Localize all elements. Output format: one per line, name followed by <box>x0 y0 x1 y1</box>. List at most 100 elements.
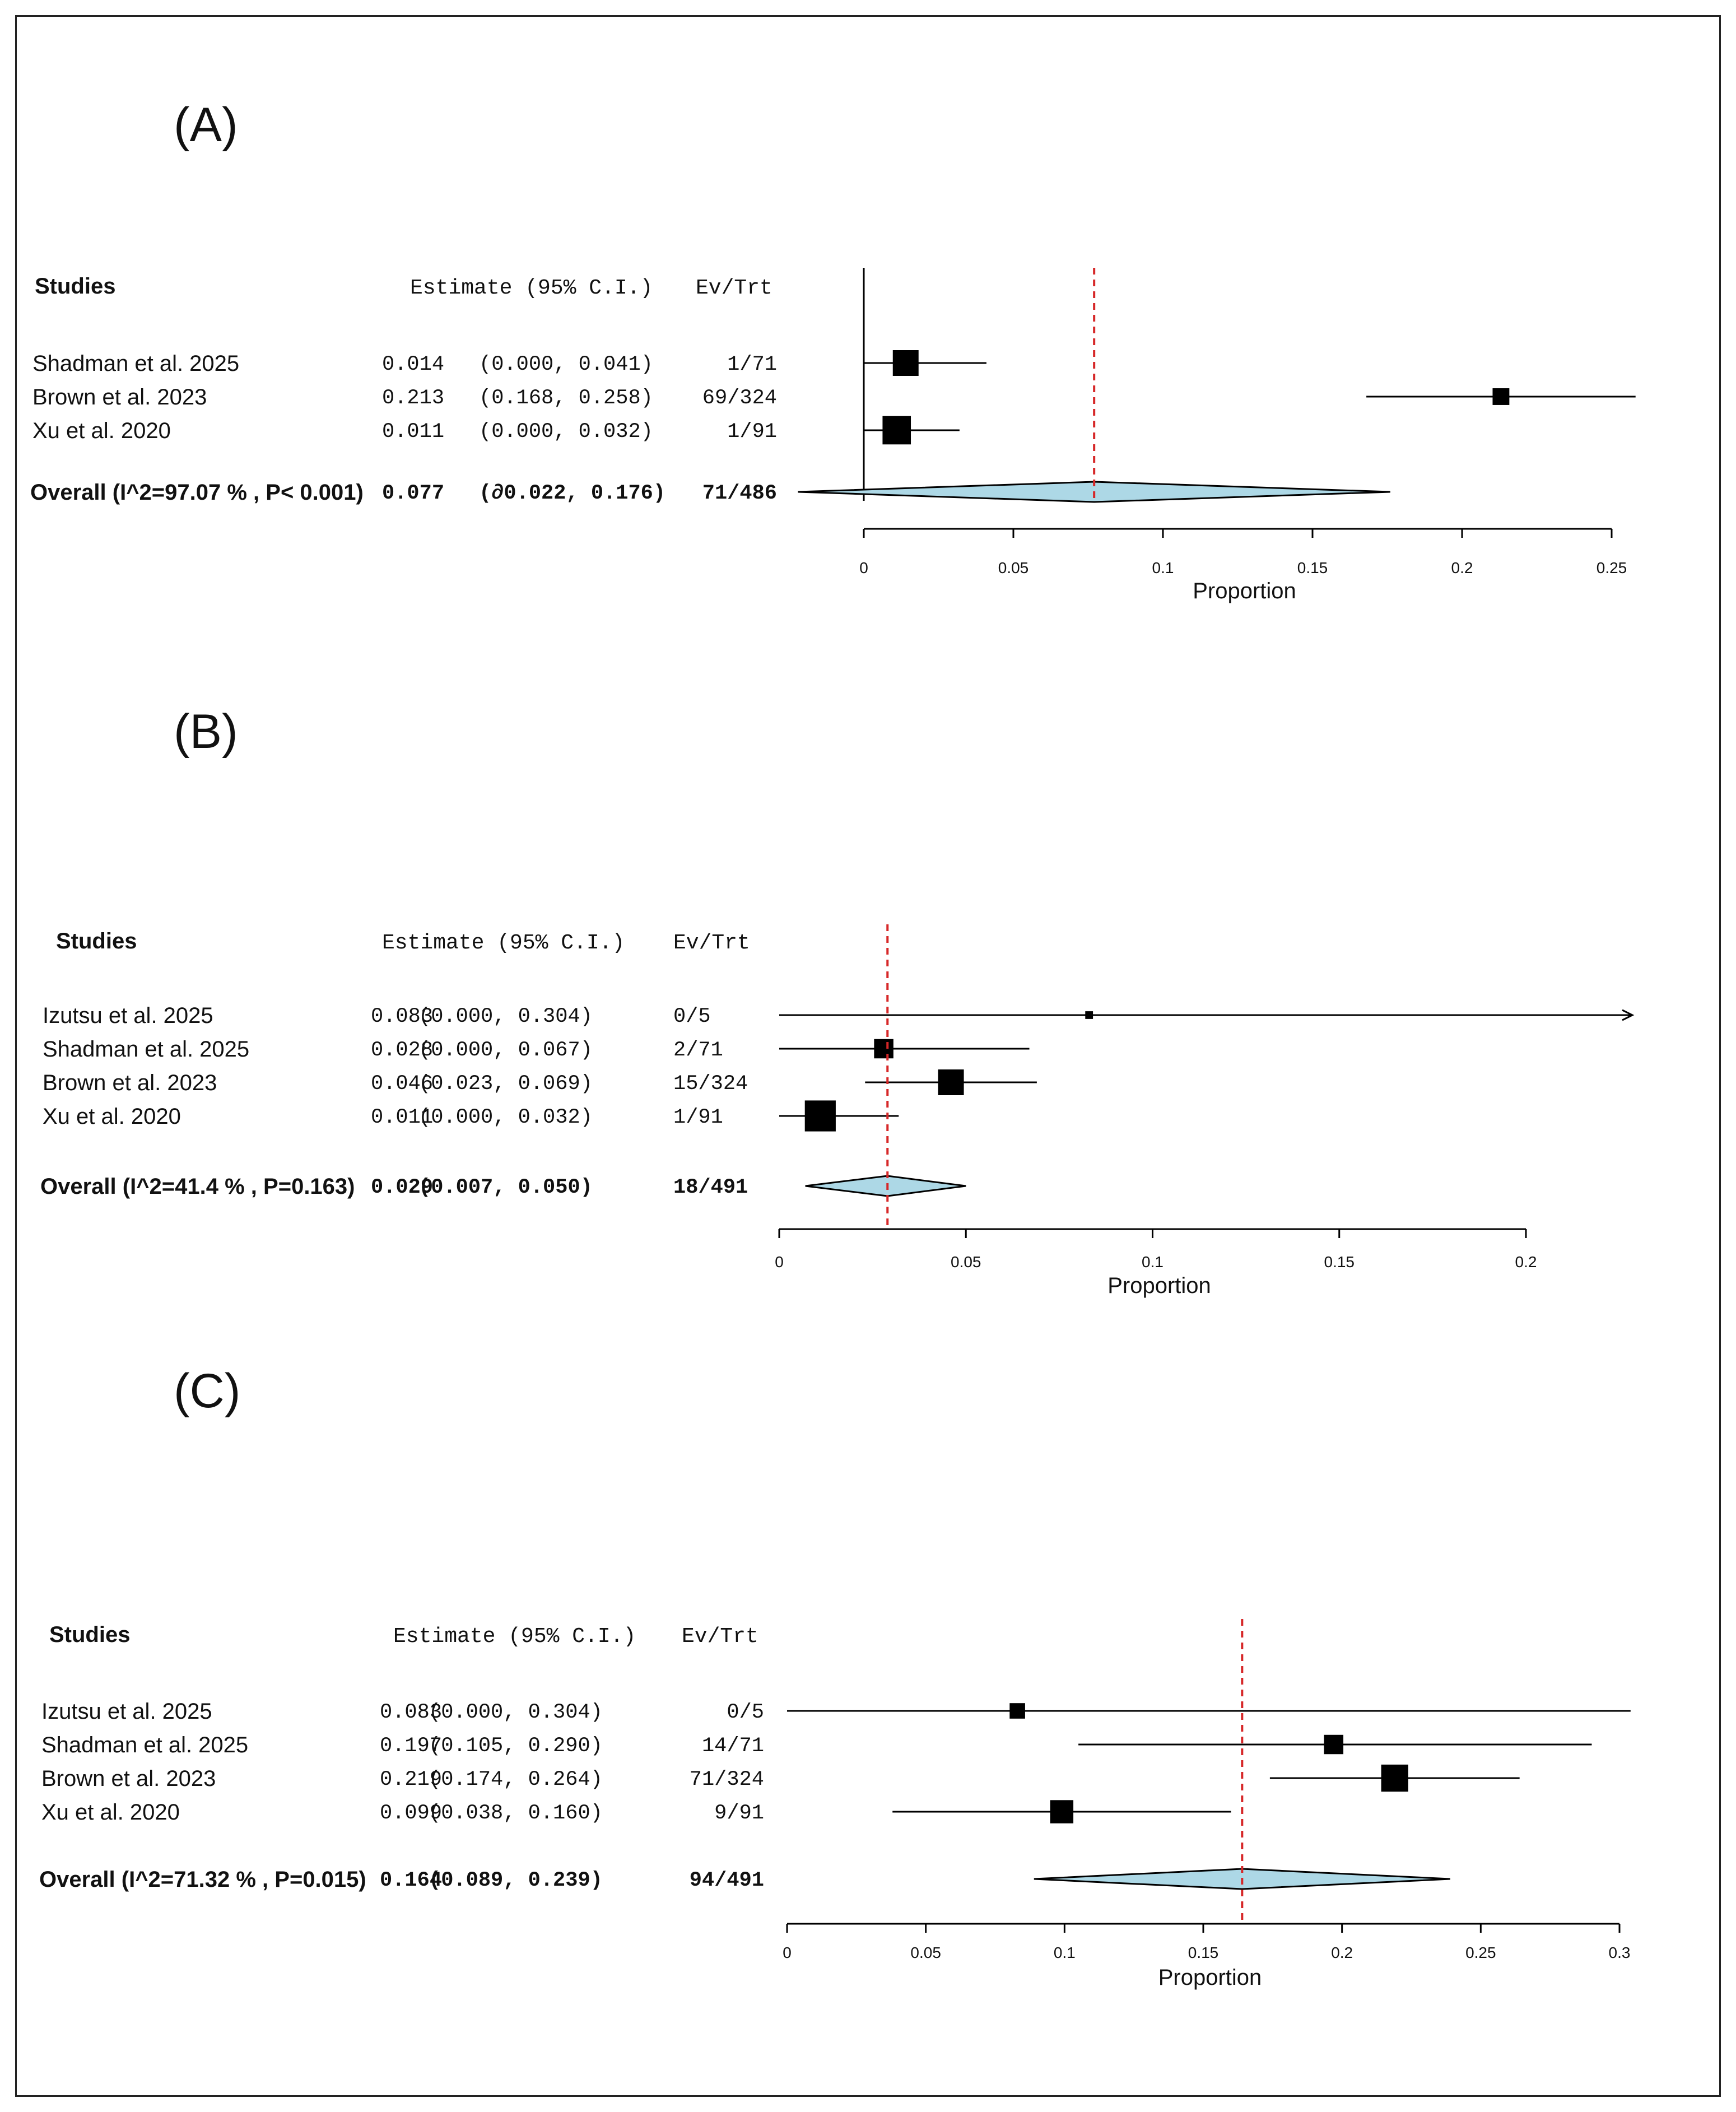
study-ev-trt: 14/71 <box>702 1734 764 1758</box>
study-estimate: 0.011 <box>371 1106 433 1129</box>
estimate-square <box>938 1069 964 1095</box>
panel-letter: (A) <box>174 98 238 152</box>
estimate-square <box>874 1039 893 1059</box>
study-estimate: 0.083 <box>380 1701 442 1724</box>
ci-arrow <box>1622 1009 1635 1021</box>
column-header-ev-trt: Ev/Trt <box>696 276 772 300</box>
x-tick-label: 0.15 <box>1297 559 1328 576</box>
x-tick-label: 0.05 <box>910 1944 941 1961</box>
study-name: Shadman et al. 2025 <box>41 1733 248 1757</box>
study-estimate: 0.014 <box>382 353 444 376</box>
x-tick-label: 0.2 <box>1515 1253 1537 1271</box>
column-header-estimate: Estimate (95% C.I.) <box>410 276 653 300</box>
x-tick-label: 0 <box>783 1944 792 1961</box>
column-header-studies: Studies <box>35 274 115 299</box>
overall-ev-trt: 94/491 <box>690 1869 764 1892</box>
study-estimate: 0.046 <box>371 1072 433 1096</box>
overall-ci: (0.089, 0.239) <box>429 1869 603 1892</box>
x-tick-label: 0.05 <box>998 559 1029 576</box>
study-estimate: 0.213 <box>382 387 444 410</box>
x-tick-label: 0.2 <box>1331 1944 1353 1961</box>
study-ev-trt: 69/324 <box>702 387 777 410</box>
study-ev-trt: 9/91 <box>714 1802 764 1825</box>
overall-estimate: 0.164 <box>380 1869 442 1892</box>
study-ci: (0.023, 0.069) <box>418 1072 593 1096</box>
study-name: Shadman et al. 2025 <box>43 1037 249 1062</box>
estimate-square <box>1050 1800 1074 1823</box>
overall-diamond <box>805 1175 966 1197</box>
study-name: Brown et al. 2023 <box>43 1071 217 1095</box>
estimate-square <box>1492 388 1510 405</box>
column-header-studies: Studies <box>56 929 137 953</box>
overall-label: Overall (I^2=71.32 % , P=0.015) <box>39 1867 366 1892</box>
study-ev-trt: 1/71 <box>727 353 777 376</box>
x-tick-label: 0 <box>859 559 868 576</box>
estimate-square <box>1381 1764 1408 1792</box>
study-ev-trt: 1/91 <box>727 420 777 444</box>
x-tick-label: 0.3 <box>1609 1944 1631 1961</box>
x-tick-label: 0.1 <box>1054 1944 1076 1961</box>
study-name: Izutsu et al. 2025 <box>43 1003 213 1028</box>
study-estimate: 0.099 <box>380 1802 442 1825</box>
study-name: Brown et al. 2023 <box>41 1766 216 1791</box>
overall-ci: (0.007, 0.050) <box>418 1176 593 1199</box>
study-estimate: 0.083 <box>371 1005 433 1029</box>
overall-estimate: 0.029 <box>371 1176 433 1199</box>
estimate-square <box>804 1100 836 1132</box>
x-tick-label: 0.2 <box>1451 559 1473 576</box>
estimate-square <box>1009 1703 1025 1719</box>
study-estimate: 0.028 <box>371 1039 433 1062</box>
column-header-ev-trt: Ev/Trt <box>682 1625 758 1649</box>
overall-ev-trt: 71/486 <box>702 482 777 505</box>
column-header-estimate: Estimate (95% C.I.) <box>382 931 625 955</box>
study-ci: (0.105, 0.290) <box>429 1734 603 1758</box>
x-tick-label: 0.1 <box>1152 559 1174 576</box>
study-ci: (0.168, 0.258) <box>479 387 653 410</box>
overall-label: Overall (I^2=41.4 % , P=0.163) <box>40 1174 355 1199</box>
overall-ev-trt: 18/491 <box>673 1176 748 1199</box>
study-estimate: 0.197 <box>380 1734 442 1758</box>
x-tick-label: 0.15 <box>1324 1253 1355 1271</box>
column-header-ev-trt: Ev/Trt <box>673 931 750 955</box>
study-ev-trt: 0/5 <box>727 1701 764 1724</box>
study-ci: (0.000, 0.067) <box>418 1039 593 1062</box>
x-tick-label: 0.25 <box>1597 559 1627 576</box>
study-estimate: 0.219 <box>380 1768 442 1792</box>
panel-letter: (B) <box>174 705 238 759</box>
overall-label: Overall (I^2=97.07 % , P< 0.001) <box>30 480 364 505</box>
study-ev-trt: 2/71 <box>673 1039 723 1062</box>
column-header-studies: Studies <box>49 1622 130 1647</box>
study-ci: (0.038, 0.160) <box>429 1802 603 1825</box>
x-tick-label: 0.15 <box>1188 1944 1219 1961</box>
estimate-square <box>882 416 911 445</box>
x-tick-label: 0.1 <box>1142 1253 1163 1271</box>
x-axis-title: Proportion <box>1107 1273 1211 1298</box>
estimate-square <box>892 350 919 376</box>
x-axis-title: Proportion <box>1193 579 1296 603</box>
panel-letter: (C) <box>174 1364 240 1418</box>
study-ci: (0.174, 0.264) <box>429 1768 603 1792</box>
study-ev-trt: 1/91 <box>673 1106 723 1129</box>
study-name: Xu et al. 2020 <box>43 1104 181 1129</box>
overall-estimate: 0.077 <box>382 482 444 505</box>
estimate-square <box>1324 1734 1344 1755</box>
x-tick-label: 0 <box>775 1253 784 1271</box>
study-name: Izutsu et al. 2025 <box>41 1699 212 1724</box>
study-estimate: 0.011 <box>382 420 444 444</box>
study-ci: (0.000, 0.041) <box>479 353 653 376</box>
study-ev-trt: 15/324 <box>673 1072 748 1096</box>
figure-frame <box>15 15 1721 2097</box>
x-tick-label: 0.25 <box>1465 1944 1496 1961</box>
x-axis-title: Proportion <box>1158 1965 1262 1990</box>
overall-ci: (∂0.022, 0.176) <box>479 482 665 505</box>
study-ci: (0.000, 0.304) <box>429 1701 603 1724</box>
study-ev-trt: 71/324 <box>690 1768 764 1792</box>
study-ci: (0.000, 0.032) <box>479 420 653 444</box>
study-name: Xu et al. 2020 <box>32 418 171 443</box>
column-header-estimate: Estimate (95% C.I.) <box>393 1625 636 1649</box>
study-name: Xu et al. 2020 <box>41 1800 180 1825</box>
estimate-square <box>1085 1011 1093 1019</box>
study-ev-trt: 0/5 <box>673 1005 711 1029</box>
study-ci: (0.000, 0.304) <box>418 1005 593 1029</box>
